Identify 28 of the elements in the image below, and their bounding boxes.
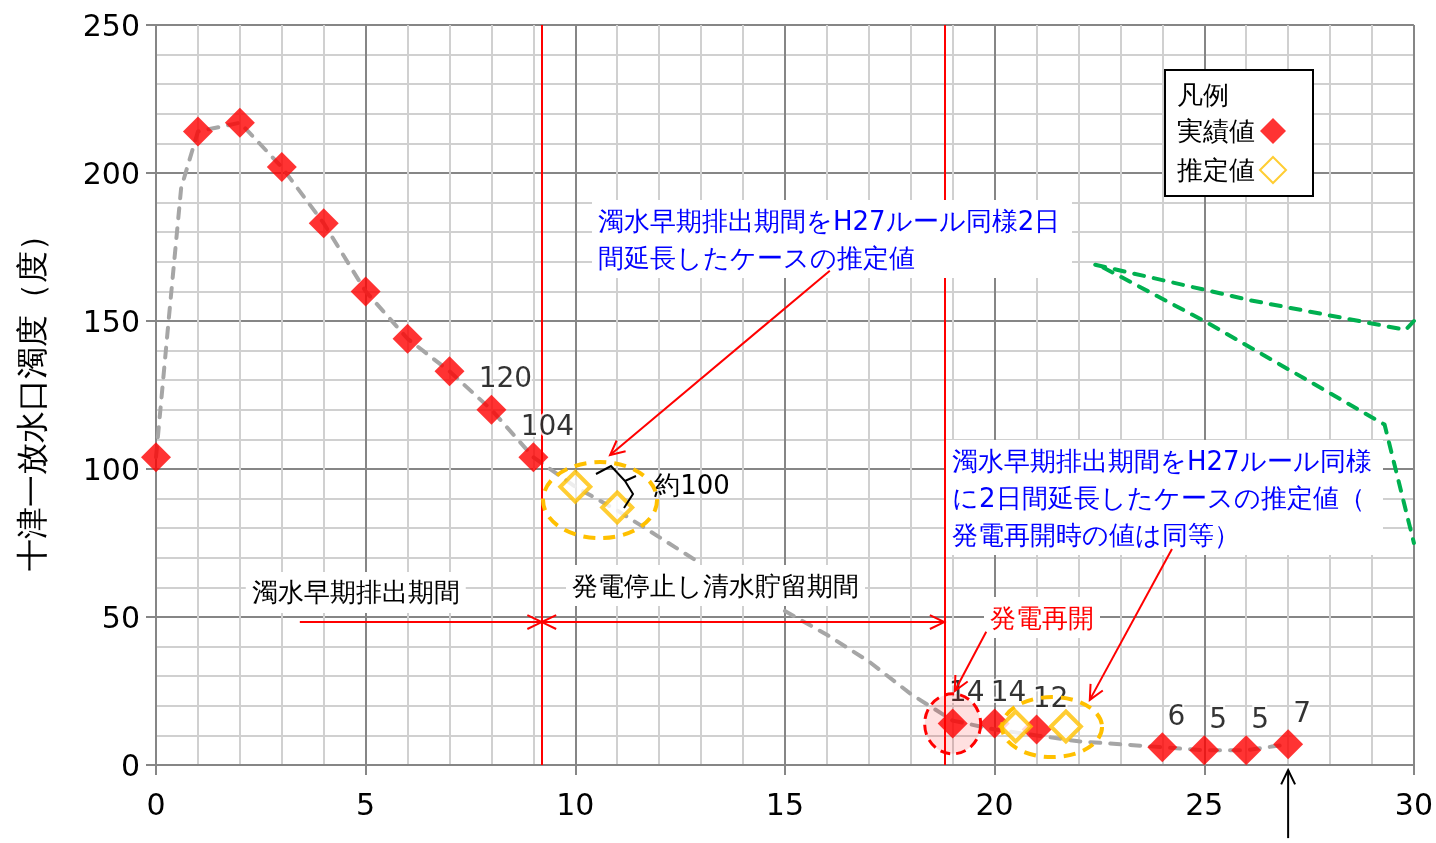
- annotation: 濁水早期排出期間をH27ルール同様2日間延長したケースの推定値: [598, 205, 1061, 273]
- x-tick-label: 15: [765, 786, 805, 822]
- y-tick-label: 200: [82, 155, 140, 191]
- annotation: 発電停止し清水貯留期間: [572, 570, 859, 601]
- x-tick-label: 0: [146, 786, 166, 822]
- y-tick-label: 150: [82, 303, 140, 339]
- data-label: 6: [1167, 698, 1186, 732]
- data-label: 120: [478, 361, 533, 395]
- y-axis-title: 十津一放水口濁度（度）: [13, 219, 51, 571]
- x-tick-label: 20: [975, 786, 1014, 822]
- annotation: 濁水早期排出期間をH27ルール同様に2日間延長したケースの推定値（発電再開時の値は同等）: [952, 445, 1372, 550]
- y-tick-label: 50: [101, 599, 140, 635]
- x-tick-label: 5: [356, 786, 376, 822]
- annotation: 約100: [654, 470, 730, 501]
- x-tick-label: 30: [1394, 786, 1434, 822]
- legend-title: 凡例: [1177, 80, 1229, 110]
- data-label: 5: [1209, 701, 1228, 735]
- data-label: 5: [1251, 701, 1270, 735]
- x-tick-label: 25: [1185, 786, 1224, 822]
- x-tick-label: 10: [556, 786, 595, 822]
- legend-label: 推定値: [1177, 155, 1255, 185]
- y-tick-label: 250: [82, 7, 140, 43]
- annotation: 発電再開: [990, 602, 1094, 633]
- legend-label: 実績値: [1177, 116, 1255, 146]
- data-label: 7: [1293, 695, 1312, 729]
- y-tick-label: 100: [82, 451, 140, 487]
- annotation: 濁水早期排出期間: [251, 577, 460, 608]
- y-tick-label: 0: [120, 747, 140, 783]
